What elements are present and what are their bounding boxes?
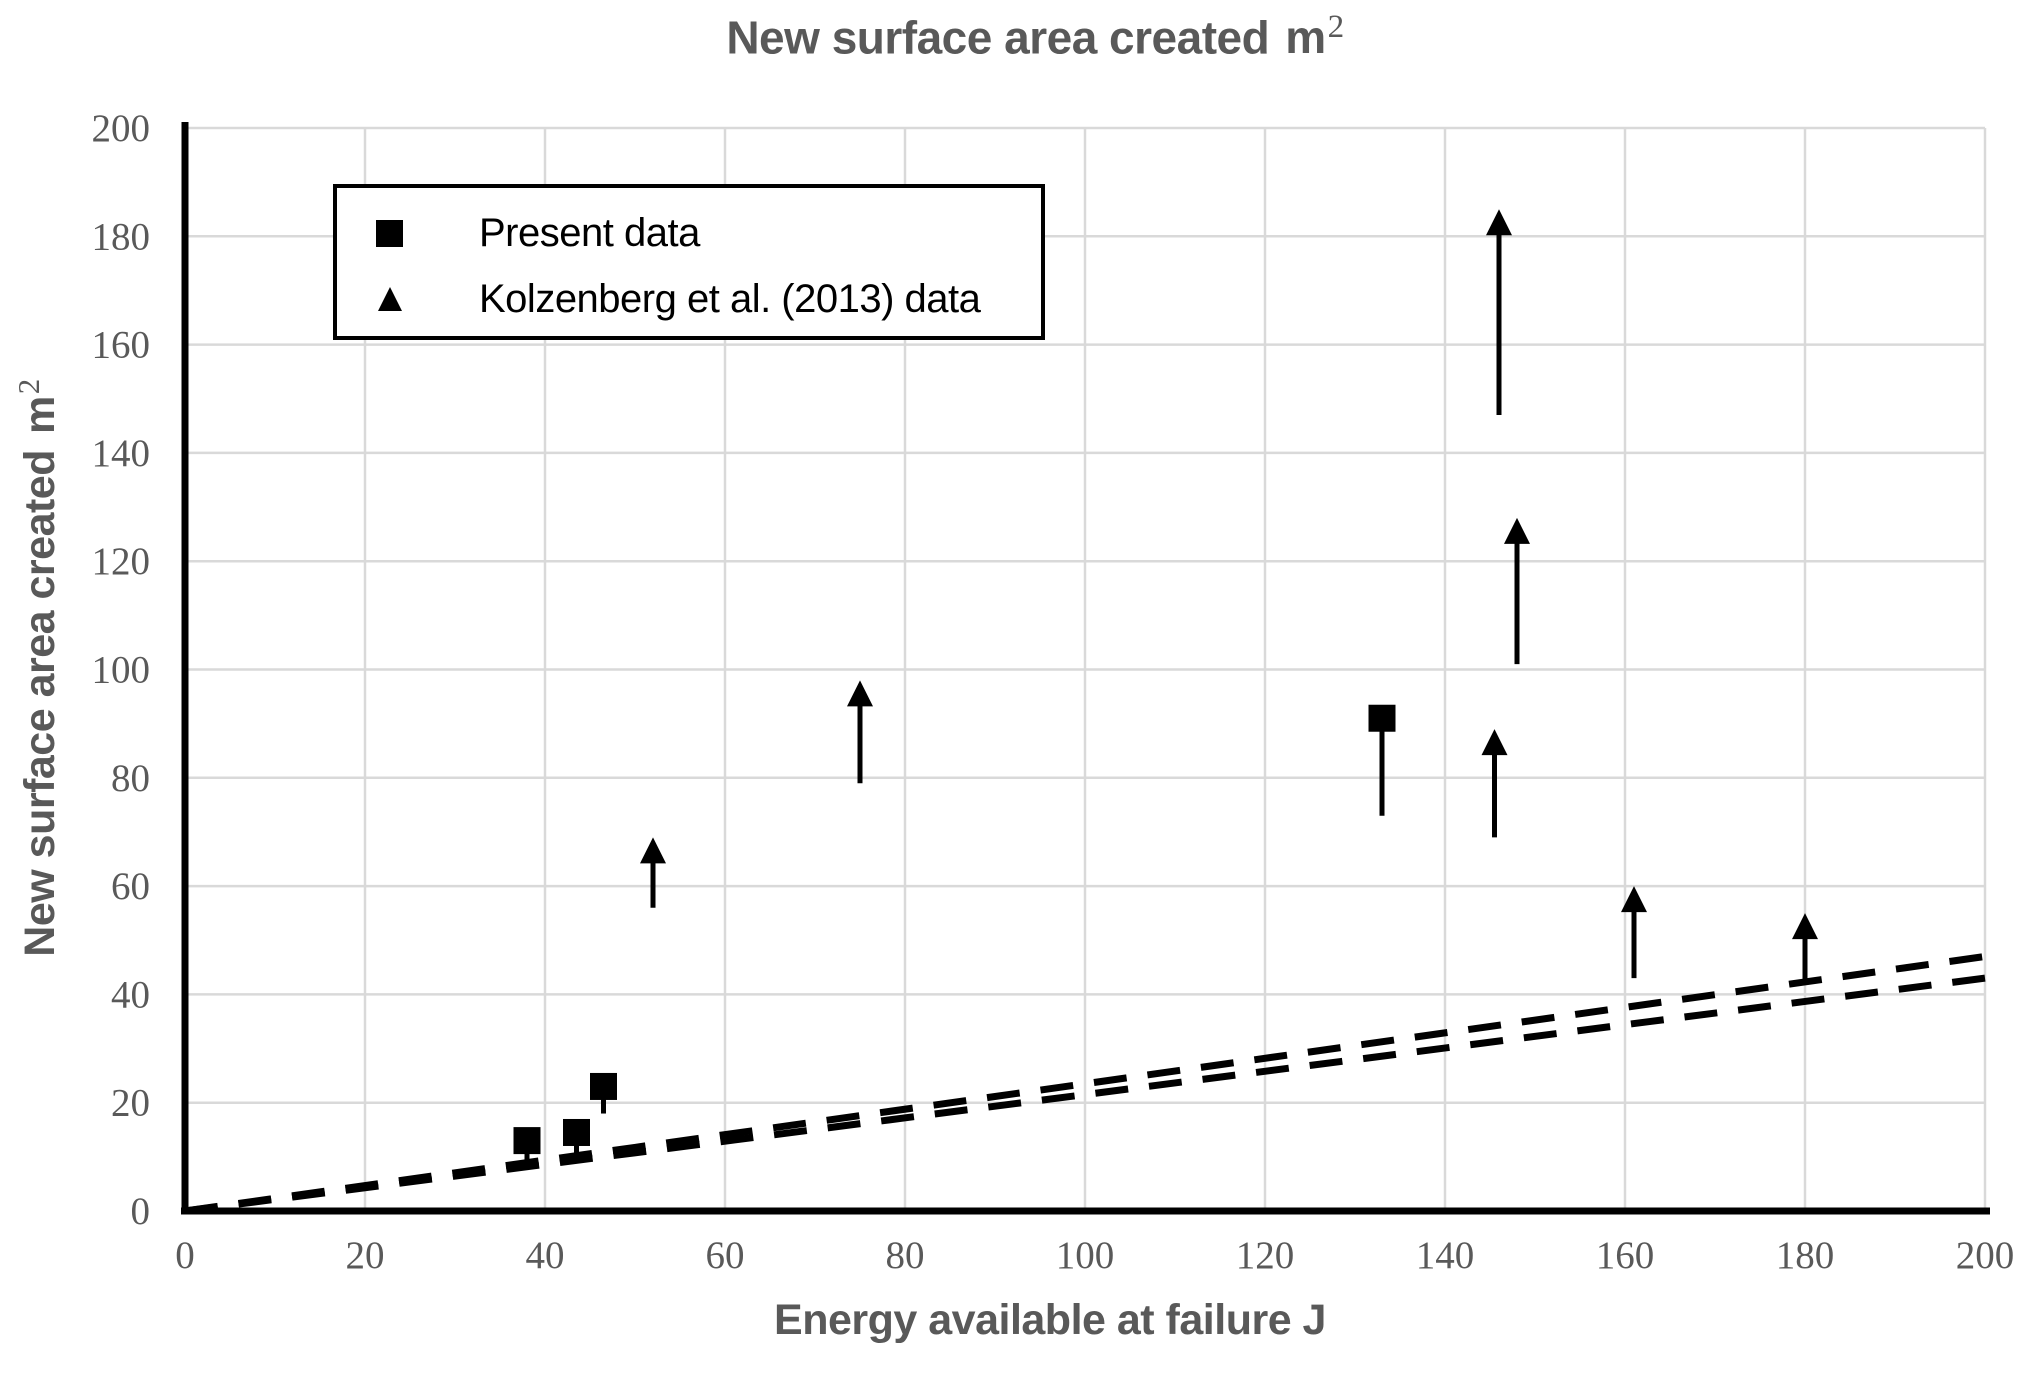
y-tick-label: 160 xyxy=(92,324,151,367)
arrow-head xyxy=(1481,729,1508,756)
tick-labels: 0 20 40 60 80 100 120 140 160 180 200 0 20 40 60 80 100 1… xyxy=(92,107,2015,1277)
y-tick-label: 80 xyxy=(111,757,150,800)
x-tick-label: 200 xyxy=(1956,1234,2015,1277)
arrow-head xyxy=(1504,517,1530,544)
arrow-head xyxy=(640,837,666,864)
x-tick-label: 120 xyxy=(1236,1234,1295,1277)
y-tick-label: 40 xyxy=(111,973,150,1016)
series-kolzenberg xyxy=(640,209,1818,984)
axis-lines xyxy=(181,122,1990,1215)
square-marker xyxy=(590,1072,617,1100)
y-tick-label: 0 xyxy=(131,1190,151,1233)
arrow-head xyxy=(1486,209,1512,236)
y-axis-label-text: New surface area created xyxy=(16,450,65,957)
arrow-head xyxy=(847,680,873,707)
legend-marker-cell xyxy=(376,219,403,247)
y-tick-label: 120 xyxy=(92,540,151,583)
legend-item-present-data: Present data xyxy=(376,200,1041,266)
legend-item-kolzenberg: Kolzenberg et al. (2013) data xyxy=(376,266,1041,332)
series-present-data xyxy=(513,704,1396,1163)
x-tick-label: 160 xyxy=(1596,1234,1655,1277)
square-marker-icon xyxy=(376,219,403,247)
arrow-head xyxy=(1792,913,1818,940)
legend: Present data Kolzenberg et al. (2013) da… xyxy=(333,184,1045,340)
y-tick-label: 200 xyxy=(92,107,151,150)
x-tick-label: 100 xyxy=(1056,1234,1115,1277)
y-tick-label: 20 xyxy=(111,1082,150,1125)
x-tick-label: 40 xyxy=(526,1234,565,1277)
chart-title-superscript: 2 xyxy=(1327,8,1345,45)
square-marker xyxy=(1368,704,1396,732)
y-axis-label-unit: m xyxy=(16,396,65,435)
legend-label: Present data xyxy=(479,210,700,255)
x-tick-label: 60 xyxy=(706,1234,745,1277)
x-tick-label: 20 xyxy=(346,1234,385,1277)
x-axis-label: Energy available at failure J xyxy=(774,1296,1326,1344)
x-tick-label: 0 xyxy=(175,1234,195,1277)
y-axis-label-superscript: 2 xyxy=(10,379,46,395)
gridlines xyxy=(185,126,1987,1211)
y-axis-label: New surface area created m2 xyxy=(11,379,65,956)
y-tick-label: 100 xyxy=(92,649,151,692)
legend-label: Kolzenberg et al. (2013) data xyxy=(479,276,981,321)
y-tick-label: 60 xyxy=(111,865,150,908)
triangle-marker-icon xyxy=(377,287,402,311)
square-marker xyxy=(513,1127,541,1155)
y-tick-label: 180 xyxy=(92,215,151,258)
chart-title: New surface area created m2 xyxy=(135,8,1935,64)
chart-title-text: New surface area created xyxy=(726,11,1270,64)
square-marker xyxy=(563,1118,590,1146)
legend-marker-cell xyxy=(376,287,403,311)
reference-lines xyxy=(184,953,1986,1215)
arrow-head xyxy=(1621,886,1647,913)
chart-title-unit: m xyxy=(1285,11,1326,64)
x-tick-label: 180 xyxy=(1776,1234,1835,1277)
y-tick-label: 140 xyxy=(92,432,151,475)
x-tick-label: 140 xyxy=(1416,1234,1475,1277)
x-tick-label: 80 xyxy=(886,1234,925,1277)
